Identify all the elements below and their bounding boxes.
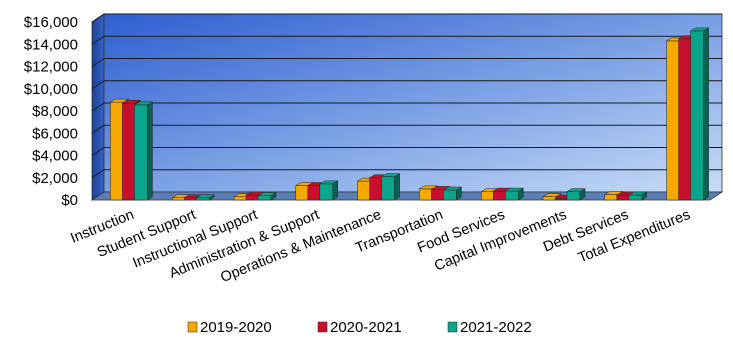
bar-front [566,191,581,201]
legend-label: 2021-2022 [460,319,532,336]
bar [133,101,154,201]
y-tick-label: $6,000 [32,125,78,142]
gridline-side [91,80,105,90]
bar-top [418,185,439,190]
y-tick-label: $4,000 [32,148,78,165]
legend-item: 2019-2020 [187,319,272,336]
bar-top [627,191,648,196]
y-tick-label: $12,000 [24,59,78,76]
bar-front [369,177,383,201]
bar [380,173,401,201]
bar-front [542,196,557,201]
bar-front [492,190,507,201]
bar-top [121,99,142,104]
bar-front [690,30,704,201]
bar-top [257,192,277,196]
gridline-side [91,124,105,134]
gridline-side [91,147,105,156]
bar-side [394,173,400,201]
bar-front [431,189,445,201]
bar-front [295,185,310,201]
y-tick-label: $16,000 [24,14,78,31]
bar-front [504,190,519,201]
bar-front [480,191,495,201]
y-tick-label: $10,000 [24,81,78,98]
bar-side [147,101,153,201]
bar-front [233,196,248,201]
bar-front [319,183,334,201]
bar-front [443,189,457,201]
bar-top [504,187,525,192]
legend-item: 2021-2022 [447,319,532,336]
bar-top [689,27,710,32]
bar-top [566,188,586,192]
y-tick-label: $14,000 [24,36,78,53]
bar-front [245,194,260,201]
bar [566,188,586,201]
gridline-side [91,169,105,179]
bar-top [109,98,130,103]
bar [627,191,648,201]
bar-top [380,173,401,177]
legend-label: 2019-2020 [200,319,272,336]
bar-top [318,180,339,185]
bar-front [419,188,433,201]
bar [195,194,216,201]
legend-swatch [187,321,198,333]
bar-front [110,101,124,201]
legend-swatch [447,321,458,333]
bar-front [171,197,186,201]
legend-label: 2020-2021 [330,319,402,336]
bar [504,187,525,201]
bar-side [703,27,709,201]
y-tick-label: $8,000 [32,103,78,120]
bar-front [666,40,680,201]
bar-front [122,102,136,201]
legend: 2019-2020 2020-2021 2021-2022 [187,319,532,336]
bar-top [133,101,154,106]
bar-front [604,194,619,201]
legend-item: 2020-2021 [317,319,402,336]
y-tick-label: $0 [61,192,78,209]
bar-top [442,186,463,191]
bar-front [616,194,631,201]
gridline-side [91,58,105,67]
bar-front [357,180,371,201]
bar-front [183,197,198,201]
bar-top [195,194,216,199]
bars [109,27,710,201]
bar-front [628,194,643,201]
bar-top [603,191,624,195]
gridline-side [91,35,105,45]
bar-front [678,38,692,201]
bar-front [134,104,148,201]
bar-front [257,195,272,201]
gridline-side [91,13,105,23]
bar [318,180,339,201]
y-axis: $0 $2,000 $4,000 $6,000 $8,000 $10,000 $12,000… [24,14,78,209]
bar-front [381,176,395,201]
bar-front [307,185,322,201]
bar-top [245,191,265,196]
legend-swatch [317,321,328,333]
plot-area [90,13,724,201]
y-tick-label: $2,000 [32,170,78,187]
bar-top [542,193,562,197]
bar-top [430,186,451,190]
bar [257,192,277,201]
bar [442,186,463,201]
gridline-side [91,102,105,112]
bar-front [195,197,210,201]
bar-front [554,198,569,201]
bar-side [332,180,339,201]
bar [689,27,710,201]
